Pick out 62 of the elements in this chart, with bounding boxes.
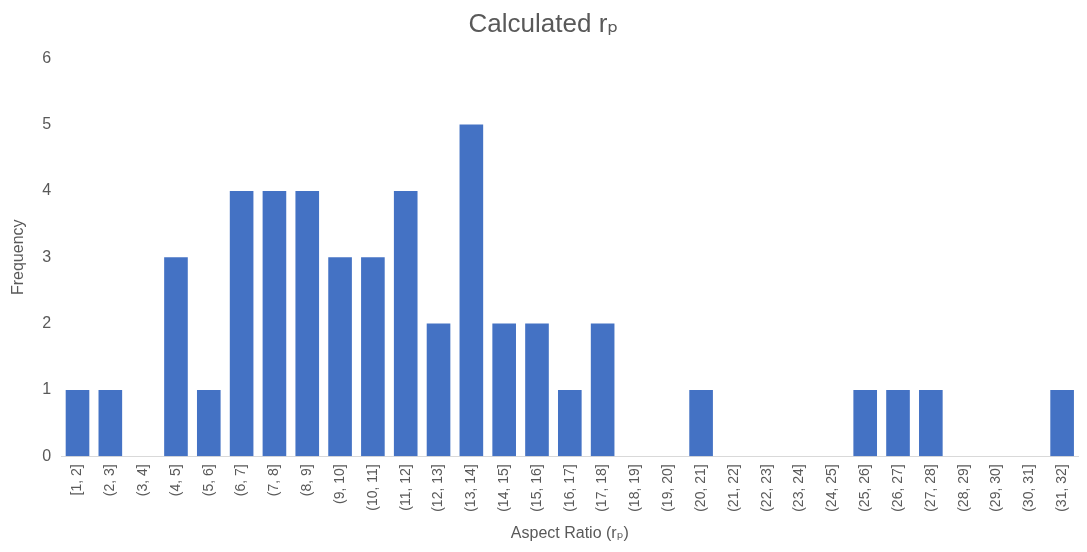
x-tick-label: (19, 20] bbox=[659, 464, 676, 512]
y-tick-label: 3 bbox=[42, 247, 52, 265]
y-axis-title: Frequency bbox=[9, 219, 27, 296]
bar bbox=[1050, 389, 1074, 457]
bar bbox=[196, 389, 221, 457]
y-tick-label: 4 bbox=[42, 181, 52, 199]
y-tick-label: 6 bbox=[42, 48, 52, 66]
x-tick-label: (4, 5] bbox=[166, 464, 183, 497]
chart-title: Calculated rₚ bbox=[468, 7, 619, 38]
x-tick-label: (27, 28] bbox=[921, 464, 938, 512]
x-tick-label: (28, 29] bbox=[954, 464, 971, 512]
bar bbox=[361, 257, 385, 457]
bar bbox=[689, 389, 713, 457]
x-tick-label: (18, 19] bbox=[626, 464, 643, 512]
x-tick-label: [1, 2] bbox=[68, 464, 85, 496]
x-tick-label: (6, 7] bbox=[232, 464, 249, 497]
x-tick-label: (14, 15] bbox=[495, 464, 512, 512]
x-tick-label: (24, 25] bbox=[823, 464, 840, 512]
x-tick-label: (12, 13] bbox=[429, 464, 446, 512]
x-tick-label: (20, 21] bbox=[691, 464, 708, 512]
bar bbox=[558, 389, 582, 457]
x-tick-label: (8, 9] bbox=[298, 464, 315, 497]
x-tick-label: (11, 12] bbox=[396, 464, 413, 511]
x-tick-label: (10, 11] bbox=[363, 464, 380, 511]
x-tick-label: (15, 16] bbox=[527, 464, 544, 512]
y-tick-label: 0 bbox=[42, 446, 52, 464]
bar bbox=[393, 190, 418, 457]
x-tick-label: (23, 24] bbox=[790, 464, 807, 512]
x-axis-title: Aspect Ratio (rₚ) bbox=[510, 523, 629, 541]
bar bbox=[492, 323, 516, 457]
bar bbox=[886, 389, 910, 457]
bar bbox=[919, 389, 943, 457]
bar bbox=[98, 389, 123, 457]
x-tick-label: (30, 31] bbox=[1020, 464, 1037, 512]
bar bbox=[229, 190, 254, 457]
x-tick-label: (7, 8] bbox=[265, 464, 282, 497]
bar bbox=[295, 190, 320, 457]
x-tick-label: (25, 26] bbox=[856, 464, 873, 512]
bar bbox=[328, 257, 352, 457]
x-tick-label: (3, 4] bbox=[134, 464, 151, 497]
x-tick-label: (29, 30] bbox=[987, 464, 1004, 512]
x-tick-label: (5, 6] bbox=[199, 464, 216, 497]
x-tick-label: (31, 32] bbox=[1052, 464, 1069, 512]
bar bbox=[262, 190, 287, 457]
x-tick-label: (17, 18] bbox=[593, 464, 610, 512]
bar bbox=[853, 389, 878, 457]
bar bbox=[525, 323, 549, 457]
y-tick-label: 1 bbox=[42, 380, 52, 398]
bar bbox=[164, 257, 188, 457]
y-tick-label: 5 bbox=[42, 114, 52, 132]
x-tick-label: (22, 23] bbox=[757, 464, 774, 512]
x-tick-label: (9, 10] bbox=[330, 464, 347, 505]
bar bbox=[426, 323, 451, 457]
x-tick-label: (26, 27] bbox=[888, 464, 905, 512]
x-tick-label: (13, 14] bbox=[462, 464, 479, 512]
x-tick-label: (2, 3] bbox=[101, 464, 118, 497]
x-tick-label: (21, 22] bbox=[724, 464, 741, 512]
bar bbox=[590, 323, 615, 457]
y-tick-label: 2 bbox=[42, 314, 52, 332]
bar bbox=[459, 124, 484, 457]
x-tick-label: (16, 17] bbox=[560, 464, 577, 512]
bar bbox=[65, 389, 90, 457]
